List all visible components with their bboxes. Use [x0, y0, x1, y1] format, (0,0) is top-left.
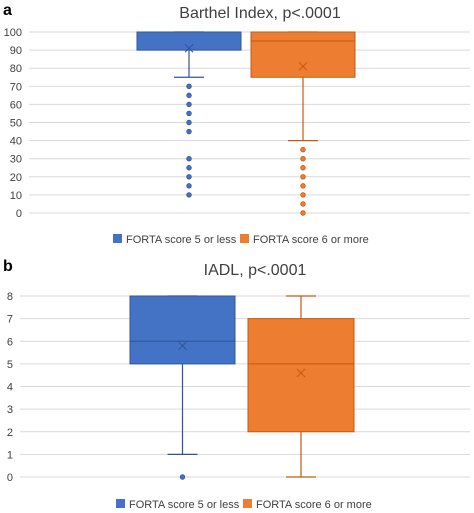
y-tick-label: 0	[16, 208, 22, 220]
panel-b-title: IADL, p<.0001	[204, 262, 307, 279]
iqr-box	[136, 31, 242, 51]
box-forta-score-6-or-more	[250, 31, 356, 216]
y-tick-label: 80	[10, 63, 22, 75]
outlier-point	[300, 183, 306, 189]
y-tick-label: 100	[4, 27, 22, 39]
outlier-point	[300, 192, 306, 198]
outlier-point	[300, 165, 306, 171]
panel-b: b IADL, p<.0001 0 1 2 3 4 5 6 7 8 FORTA score 5 …	[3, 258, 470, 511]
y-tick-label: 8	[7, 291, 13, 303]
panel-b-letter: b	[3, 258, 13, 275]
legend-swatch-forta-5-or-less	[113, 234, 122, 243]
y-tick-label: 30	[10, 154, 22, 166]
outlier-point	[186, 92, 192, 99]
y-tick-label: 2	[7, 427, 13, 439]
y-tick-label: 4	[7, 382, 13, 394]
y-tick-label: 1	[7, 449, 13, 461]
y-tick-label: 6	[7, 336, 13, 348]
mean-marker	[178, 341, 187, 351]
y-tick-label: 3	[7, 404, 13, 416]
outlier-point	[186, 101, 192, 108]
y-tick-label: 50	[10, 118, 22, 130]
legend-label-forta-5-or-less: FORTA score 5 or less	[129, 499, 240, 511]
legend-swatch-forta-6-or-more	[243, 499, 252, 508]
y-tick-label: 5	[7, 359, 13, 371]
mean-marker	[296, 368, 306, 378]
y-tick-label: 20	[10, 172, 22, 184]
y-tick-label: 40	[10, 136, 22, 148]
legend-label-forta-6-or-more: FORTA score 6 or more	[256, 499, 372, 511]
outlier-point	[186, 155, 192, 162]
outlier-point	[300, 210, 306, 216]
panel-a: a Barthel Index, p<.0001 0 10 20 30 40 50 60 70…	[3, 2, 470, 246]
outlier-point	[186, 165, 192, 171]
y-tick-label: 70	[10, 81, 22, 93]
outlier-point	[300, 201, 306, 207]
legend-swatch-forta-5-or-less	[116, 499, 125, 508]
outlier-point	[186, 174, 192, 180]
panel-a-plot: 0 10 20 30 40 50 60 70 80 90 100	[4, 27, 470, 220]
outlier-point	[186, 192, 192, 198]
legend-label-forta-6-or-more: FORTA score 6 or more	[253, 234, 369, 246]
y-tick-label: 7	[7, 314, 13, 326]
box-forta-score-5-or-less	[136, 31, 242, 198]
panel-b-legend: FORTA score 5 or less FORTA score 6 or m…	[116, 499, 372, 511]
panel-a-letter: a	[3, 2, 12, 19]
y-tick-label: 10	[10, 190, 22, 202]
iqr-box	[129, 295, 236, 365]
box-forta-score-5-or-less	[129, 295, 236, 480]
legend-swatch-forta-6-or-more	[240, 234, 249, 243]
box-forta-score-6-or-more	[247, 295, 355, 478]
outlier-point	[300, 174, 306, 180]
legend-label-forta-5-or-less: FORTA score 5 or less	[126, 234, 237, 246]
panel-a-legend: FORTA score 5 or less FORTA score 6 or m…	[113, 234, 369, 246]
y-tick-label: 0	[7, 472, 13, 484]
y-tick-label: 60	[10, 99, 22, 111]
mean-marker	[298, 62, 308, 71]
outlier-point	[186, 83, 192, 89]
outlier-point	[300, 155, 306, 162]
mean-marker	[184, 43, 194, 53]
outlier-point	[300, 146, 306, 153]
iqr-box	[247, 318, 355, 433]
outlier-point	[186, 128, 192, 135]
outlier-point	[186, 110, 192, 117]
y-tick-label: 90	[10, 45, 22, 57]
outlier-point	[186, 119, 192, 126]
outlier-point	[179, 474, 186, 480]
iqr-box	[250, 31, 356, 78]
panel-a-title: Barthel Index, p<.0001	[179, 5, 341, 22]
panel-b-plot: 0 1 2 3 4 5 6 7 8	[7, 291, 470, 484]
outlier-point	[186, 183, 192, 189]
